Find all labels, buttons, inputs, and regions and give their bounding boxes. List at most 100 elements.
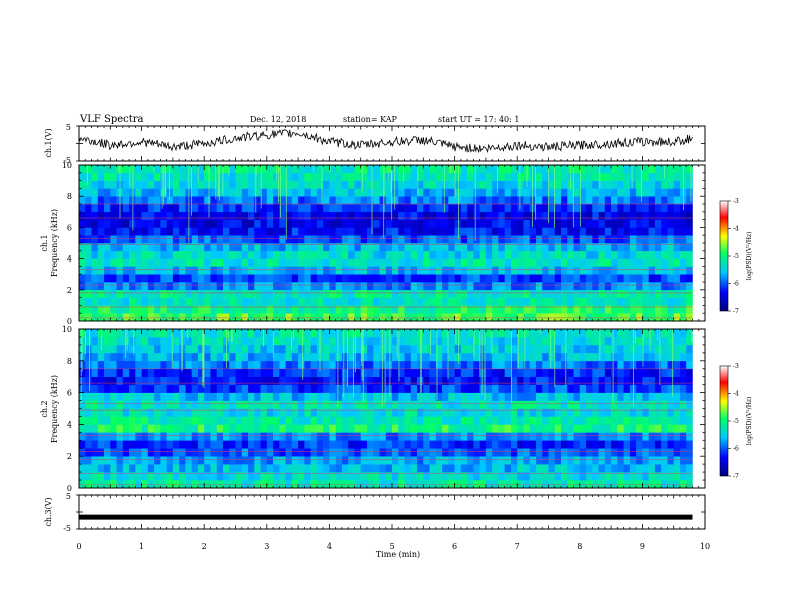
spectrogram-cell [142, 212, 149, 220]
spectrogram-cell [386, 243, 393, 251]
spectrogram-cell [686, 204, 693, 212]
spectrogram-cell [110, 235, 117, 243]
spectrogram-cell [135, 440, 142, 448]
spectrogram-cell [267, 298, 274, 306]
spectrogram-cell [605, 313, 612, 321]
spectrogram-cell [348, 464, 355, 472]
spectrogram-cell [592, 227, 599, 235]
spectrogram-cell [417, 456, 424, 464]
spectrogram-cell [354, 196, 361, 204]
spectrogram-cell [154, 181, 161, 189]
spectrogram-cell [236, 385, 243, 393]
spectrogram-cell [555, 432, 562, 440]
spectrogram-cell [455, 345, 462, 353]
spectrogram-cell [461, 204, 468, 212]
spectrogram-cell [592, 274, 599, 282]
spectrogram-cell [154, 416, 161, 424]
spectrogram-cell [279, 432, 286, 440]
spectrogram-cell [292, 464, 299, 472]
spectrogram-cell [592, 361, 599, 369]
spectrogram-cell [279, 424, 286, 432]
spectrogram-cell [104, 251, 111, 259]
spectrogram-cell [505, 259, 512, 267]
spectrogram-cell [104, 409, 111, 417]
spectrogram-cell [605, 173, 612, 181]
spectrogram-cell [217, 188, 224, 196]
spectrogram-cell [79, 464, 86, 472]
spectrogram-cell [373, 432, 380, 440]
spectrogram-cell [392, 385, 399, 393]
spectrogram-cell [667, 440, 674, 448]
spectrogram-cell [423, 235, 430, 243]
spectrogram-cell [110, 298, 117, 306]
spectrogram-cell [617, 345, 624, 353]
spectrogram-cell [160, 401, 167, 409]
spectrogram-cell [198, 432, 205, 440]
spectrogram-cell [286, 369, 293, 377]
spectrogram-cell [210, 345, 217, 353]
spectrogram-cell [198, 188, 205, 196]
spectrogram-cell [661, 385, 668, 393]
spectrogram-cell [367, 181, 374, 189]
spectrogram-cell [160, 345, 167, 353]
spectrogram-cell [98, 464, 105, 472]
spectrogram-cell [467, 173, 474, 181]
spectrogram-cell [236, 290, 243, 298]
spectrogram-cell [392, 227, 399, 235]
spectrogram-cell [154, 337, 161, 345]
spectrogram-cell [592, 259, 599, 267]
spectrogram-cell [530, 298, 537, 306]
spectrogram-cell [680, 416, 687, 424]
spectrogram-cell [473, 385, 480, 393]
spectrogram-cell [229, 251, 236, 259]
spectrogram-cell [461, 409, 468, 417]
spectrogram-cell [430, 305, 437, 313]
spectrogram-cell [549, 313, 556, 321]
spectrogram-cell [574, 313, 581, 321]
spectrogram-cell [530, 464, 537, 472]
spectrogram-cell [549, 361, 556, 369]
spectrogram-cell [379, 181, 386, 189]
spectrogram-cell [680, 409, 687, 417]
spectrogram-cell [104, 329, 111, 337]
spectrogram-cell [405, 369, 412, 377]
spectrogram-cell [92, 313, 99, 321]
spectrogram-cell [536, 409, 543, 417]
spectrogram-cell [661, 204, 668, 212]
spectrogram-cell [599, 274, 606, 282]
spectrogram-cell [517, 227, 524, 235]
spectrogram-cell [592, 313, 599, 321]
spectrogram-cell [279, 251, 286, 259]
spectrogram-cell [298, 448, 305, 456]
spectrogram-cell [329, 220, 336, 228]
spectrogram-cell [173, 220, 180, 228]
spectrogram-cell [567, 220, 574, 228]
spectrogram-cell [198, 290, 205, 298]
spectrogram-cell [304, 220, 311, 228]
spectrogram-cell [511, 353, 518, 361]
spectrogram-cell [523, 290, 530, 298]
spectrogram-cell [204, 480, 211, 488]
spectrogram-cell [423, 369, 430, 377]
spectrogram-cell [304, 165, 311, 173]
spectrogram-cell [367, 353, 374, 361]
spectrogram-cell [536, 448, 543, 456]
spectrogram-cell [167, 204, 174, 212]
spectrogram-cell [661, 290, 668, 298]
spectrogram-cell [142, 377, 149, 385]
spectrogram-cell [129, 401, 136, 409]
spectrogram-cell [367, 369, 374, 377]
spectrogram-cell [586, 220, 593, 228]
spectrogram-cell [674, 165, 681, 173]
spectrogram-cell [398, 424, 405, 432]
spectrogram-cell [405, 353, 412, 361]
spectrogram-cell [448, 464, 455, 472]
spectrogram-cell [655, 220, 662, 228]
spectrogram-cell [549, 409, 556, 417]
spectrogram-cell [655, 181, 662, 189]
spectrogram-cell [630, 464, 637, 472]
spectrogram-cell [361, 274, 368, 282]
spectrogram-cell [348, 409, 355, 417]
spectrogram-cell [411, 456, 418, 464]
spectrogram-cell [636, 416, 643, 424]
